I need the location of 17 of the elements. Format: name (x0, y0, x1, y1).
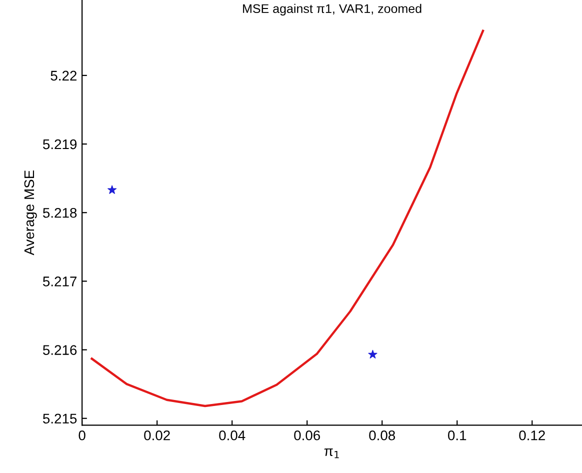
line-series (90, 30, 484, 408)
y-axis-title: Average MSE (24, 170, 37, 256)
x-tick-label: 0.08 (369, 430, 396, 440)
y-tick-label: 5.218 (43, 208, 77, 218)
y-tick-label: 5.219 (43, 139, 77, 150)
y-tick-label: 5.22 (50, 70, 77, 81)
x-tick-label: 0.02 (144, 430, 170, 440)
x-tick-label: 0.06 (294, 430, 320, 440)
x-tick-label: 0.1 (448, 430, 466, 440)
x-tick-label: 0.04 (219, 430, 246, 440)
y-tick-label: 5.217 (43, 276, 77, 286)
x-tick-label: 0 (78, 430, 86, 440)
y-tick-label: 5.215 (43, 414, 77, 424)
y-tick-label: 5.216 (43, 345, 77, 355)
chart-title: MSE against π1, VAR1, zoomed (243, 4, 422, 16)
x-axis-title: π$_{1}$ (324, 448, 339, 458)
x-tick-label: 0.12 (519, 430, 545, 440)
